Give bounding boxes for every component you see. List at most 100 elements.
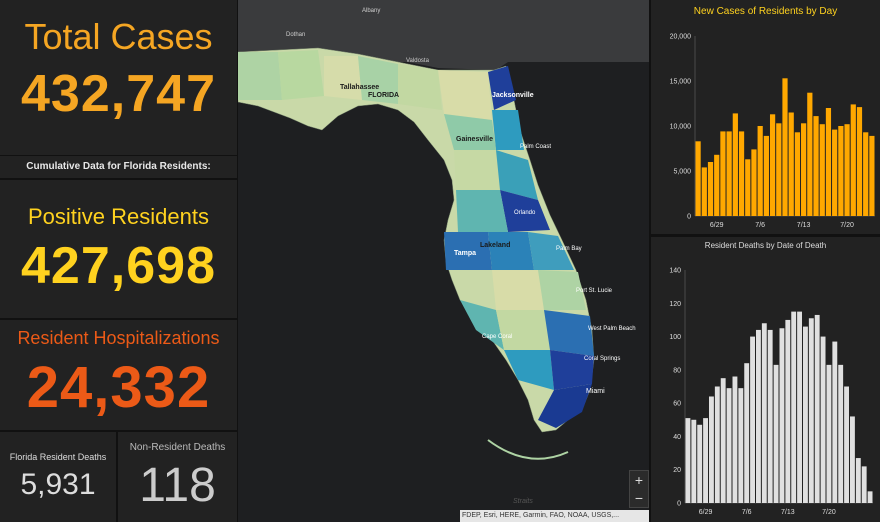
chart-bar[interactable] bbox=[714, 154, 720, 216]
chart-bar[interactable] bbox=[714, 386, 720, 504]
zoom-out-button[interactable]: − bbox=[634, 490, 644, 506]
chart-bar[interactable] bbox=[807, 92, 813, 216]
chart-bar[interactable] bbox=[767, 329, 773, 503]
chart-bar[interactable] bbox=[788, 112, 794, 217]
x-tick-label: 7/6 bbox=[742, 509, 752, 516]
chart-bar[interactable] bbox=[808, 318, 814, 503]
chart-bar[interactable] bbox=[757, 126, 763, 216]
map-attribution[interactable]: FDEP, Esri, HERE, Garmin, FAO, NOAA, USG… bbox=[460, 510, 649, 522]
chart-bar[interactable] bbox=[779, 328, 785, 503]
chart-bar[interactable] bbox=[685, 418, 691, 503]
x-tick-label: 7/13 bbox=[797, 222, 811, 229]
chart-bar[interactable] bbox=[855, 458, 861, 503]
chart-bar[interactable] bbox=[773, 364, 779, 503]
x-tick-label: 6/29 bbox=[699, 509, 713, 516]
chart-bar[interactable] bbox=[825, 108, 832, 216]
chart-bar[interactable] bbox=[794, 132, 801, 216]
map-label-dothan: Dothan bbox=[286, 32, 306, 38]
cumulative-data-card: Cumulative Data for Florida Residents: bbox=[0, 156, 237, 178]
new-cases-chart-card: New Cases of Residents by Day 0 5,000 10,0… bbox=[651, 0, 880, 234]
deaths-chart[interactable]: 0 20 40 60 80 100 120 140 6/29 7/6 7/13 7/20 bbox=[651, 237, 880, 522]
chart-bar[interactable] bbox=[850, 104, 856, 216]
map-label-florida: FLORIDA bbox=[368, 92, 400, 99]
chart-bar[interactable] bbox=[776, 123, 782, 216]
nonresident-deaths-label: Non-Resident Deaths bbox=[129, 442, 226, 453]
chart-bar[interactable] bbox=[826, 364, 832, 503]
chart-bar[interactable] bbox=[838, 364, 844, 503]
chart-bar[interactable] bbox=[751, 149, 757, 216]
x-tick-label: 7/13 bbox=[781, 509, 795, 516]
chart-bar[interactable] bbox=[797, 311, 802, 503]
chart-bar[interactable] bbox=[744, 363, 750, 503]
chart-bar[interactable] bbox=[720, 378, 726, 503]
map-label-orlando: Orlando bbox=[514, 210, 536, 216]
chart-bar[interactable] bbox=[861, 466, 867, 503]
florida-map-shapes[interactable] bbox=[238, 0, 649, 522]
y-tick-label: 20 bbox=[673, 467, 681, 474]
chart-bar[interactable] bbox=[691, 419, 697, 503]
zoom-in-button[interactable]: + bbox=[634, 472, 644, 488]
y-tick-label: 100 bbox=[669, 334, 681, 341]
chart-bar[interactable] bbox=[782, 78, 788, 216]
resident-deaths-card: Florida Resident Deaths 5,931 bbox=[0, 432, 116, 522]
chart-bar[interactable] bbox=[745, 159, 751, 216]
chart-bar[interactable] bbox=[707, 162, 714, 216]
resident-deaths-value: 5,931 bbox=[20, 468, 96, 501]
chart-bar[interactable] bbox=[738, 388, 744, 503]
chart-bar[interactable] bbox=[867, 491, 873, 503]
chart-bar[interactable] bbox=[720, 131, 726, 216]
chart-bar[interactable] bbox=[750, 336, 755, 503]
chart-bar[interactable] bbox=[820, 336, 826, 503]
y-tick-label: 0 bbox=[687, 214, 691, 221]
total-cases-label: Total Cases bbox=[24, 16, 213, 57]
chart-bar[interactable] bbox=[763, 135, 769, 216]
chart-bar[interactable] bbox=[769, 114, 776, 216]
nonresident-deaths-card: Non-Resident Deaths 118 bbox=[118, 432, 237, 522]
deaths-chart-card: Resident Deaths by Date of Death 0 20 40 60… bbox=[651, 237, 880, 522]
chart-bar[interactable] bbox=[732, 376, 738, 503]
chart-bar[interactable] bbox=[732, 113, 738, 216]
new-cases-chart[interactable]: 0 5,000 10,000 15,000 20,000 6/29 7/6 7/13 7/20 bbox=[651, 0, 880, 234]
chart-bar[interactable] bbox=[738, 131, 745, 216]
y-tick-label: 10,000 bbox=[670, 124, 692, 131]
positive-residents-card: Positive Residents 427,698 bbox=[0, 180, 237, 318]
chart-bar[interactable] bbox=[791, 311, 797, 503]
map-label-port-st-lucie: Port St. Lucie bbox=[576, 288, 613, 294]
chart-bar[interactable] bbox=[709, 396, 714, 503]
chart-bar[interactable] bbox=[850, 416, 855, 503]
chart-bar[interactable] bbox=[856, 107, 863, 216]
map-zoom-control: + − bbox=[629, 470, 649, 508]
y-tick-label: 40 bbox=[673, 434, 681, 441]
chart-bar[interactable] bbox=[819, 124, 825, 216]
chart-bar[interactable] bbox=[726, 131, 732, 216]
chart-bar[interactable] bbox=[695, 141, 701, 216]
chart-bar[interactable] bbox=[863, 132, 869, 216]
chart-bar[interactable] bbox=[801, 123, 807, 216]
y-tick-label: 120 bbox=[669, 301, 681, 308]
chart-bar[interactable] bbox=[726, 388, 732, 503]
charts-panel: New Cases of Residents by Day 0 5,000 10,0… bbox=[651, 0, 880, 522]
chart-bar[interactable] bbox=[844, 124, 850, 216]
chart-bar[interactable] bbox=[701, 167, 707, 216]
florida-map[interactable]: Albany Dothan Valdosta Tallahassee FLORI… bbox=[238, 0, 649, 522]
chart-bar[interactable] bbox=[869, 135, 875, 216]
stats-panel: Total Cases 432,747 Cumulative Data for … bbox=[0, 0, 237, 522]
map-label-valdosta: Valdosta bbox=[406, 58, 429, 64]
x-tick-label: 6/29 bbox=[710, 222, 724, 229]
x-tick-label: 7/20 bbox=[840, 222, 854, 229]
deaths-chart-title: Resident Deaths by Date of Death bbox=[704, 241, 827, 250]
cumulative-data-label: Cumulative Data for Florida Residents: bbox=[26, 161, 211, 172]
chart-bar[interactable] bbox=[756, 329, 761, 503]
chart-bar[interactable] bbox=[814, 314, 820, 503]
chart-bar[interactable] bbox=[703, 418, 708, 503]
map-label-jacksonville: Jacksonville bbox=[492, 92, 534, 99]
chart-bar[interactable] bbox=[813, 116, 819, 216]
chart-bar[interactable] bbox=[697, 424, 703, 503]
chart-bar[interactable] bbox=[838, 126, 844, 216]
chart-bar[interactable] bbox=[803, 326, 808, 503]
chart-bar[interactable] bbox=[832, 129, 838, 216]
chart-bar[interactable] bbox=[785, 319, 791, 503]
chart-bar[interactable] bbox=[832, 341, 838, 503]
chart-bar[interactable] bbox=[761, 323, 767, 503]
chart-bar[interactable] bbox=[844, 386, 849, 504]
